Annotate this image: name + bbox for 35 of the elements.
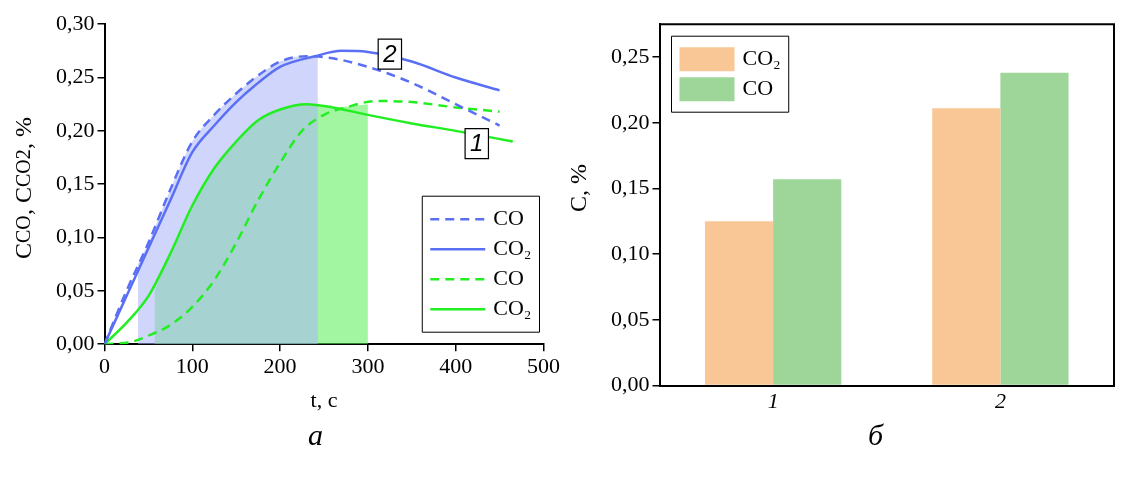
x-axis-title: t, с	[310, 386, 338, 412]
x-tick-label: 400	[439, 353, 473, 379]
annotation: 2	[382, 39, 397, 67]
legend-label: CO	[493, 264, 524, 290]
bar	[932, 108, 1001, 385]
y-tick-label: 0,30	[56, 9, 95, 35]
bar	[704, 221, 774, 385]
bar	[1000, 72, 1069, 385]
annotation: 1	[470, 129, 484, 157]
legend-label: CO₂	[493, 294, 532, 320]
legend-label: CO₂	[742, 44, 781, 70]
text: а	[307, 418, 324, 452]
legend-label: CO	[742, 74, 774, 100]
legend-label: CO₂	[493, 234, 532, 260]
y-axis-title: C, %	[565, 163, 592, 214]
y-tick-label: 0,25	[56, 63, 95, 89]
x-tick-label: 500	[527, 353, 560, 379]
y-tick-label: 0,10	[611, 239, 650, 265]
y-tick-label: 0,15	[56, 169, 95, 195]
x-tick-label: 300	[351, 353, 385, 379]
legend-label: CO	[493, 204, 524, 230]
text: б	[866, 418, 885, 452]
x-tick-label: 200	[263, 353, 297, 379]
y-tick-label: 0,00	[611, 371, 650, 397]
bar	[773, 179, 842, 385]
y-tick-label: 0,20	[611, 108, 650, 134]
y-tick-label: 0,10	[56, 223, 95, 249]
y-tick-label: 0,20	[56, 116, 95, 142]
y-tick-label: 0,25	[611, 42, 650, 68]
y-tick-label: 0,05	[56, 276, 95, 302]
y-tick-label: 0,05	[611, 305, 650, 331]
y-tick-label: 0,15	[611, 174, 650, 200]
y-tick-label: 0,00	[56, 329, 95, 355]
x-tick-label: 100	[175, 353, 209, 379]
x-tick-label: 0	[99, 353, 110, 379]
